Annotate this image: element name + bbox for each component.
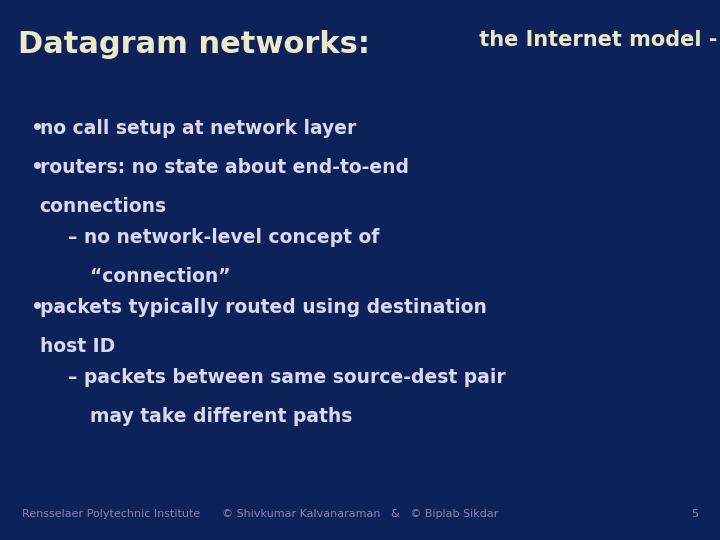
- Text: Rensselaer Polytechnic Institute: Rensselaer Polytechnic Institute: [22, 509, 200, 519]
- Text: connections: connections: [40, 197, 167, 215]
- Text: – no network-level concept of: – no network-level concept of: [68, 228, 379, 247]
- Text: the Internet model - 1: the Internet model - 1: [472, 30, 720, 50]
- Text: no call setup at network layer: no call setup at network layer: [40, 119, 356, 138]
- Text: •: •: [30, 119, 43, 138]
- Text: may take different paths: may take different paths: [77, 407, 352, 426]
- Text: 5: 5: [691, 509, 698, 519]
- Text: •: •: [30, 298, 43, 317]
- Text: routers: no state about end-to-end: routers: no state about end-to-end: [40, 158, 409, 177]
- Text: Datagram networks:: Datagram networks:: [18, 30, 370, 59]
- Text: – packets between same source-dest pair: – packets between same source-dest pair: [68, 368, 506, 387]
- Text: “connection”: “connection”: [77, 267, 230, 286]
- Text: packets typically routed using destination: packets typically routed using destinati…: [40, 298, 487, 317]
- Text: © Shivkumar Kalvanaraman   &   © Biplab Sikdar: © Shivkumar Kalvanaraman & © Biplab Sikd…: [222, 509, 498, 519]
- Text: •: •: [30, 158, 43, 177]
- Text: host ID: host ID: [40, 337, 115, 356]
